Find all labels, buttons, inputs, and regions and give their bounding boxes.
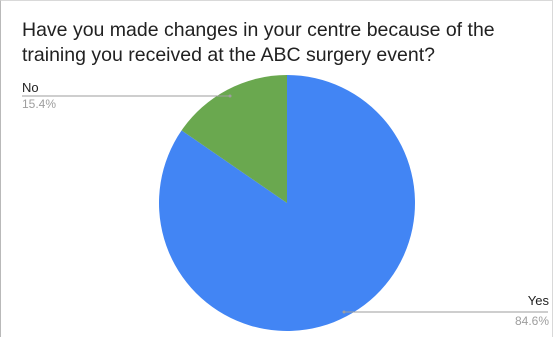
leader-dot-yes bbox=[342, 310, 346, 314]
slice-percent-yes: 84.6% bbox=[515, 314, 549, 328]
chart-title: Have you made changes in your centre bec… bbox=[22, 19, 495, 66]
leader-dot-no bbox=[228, 94, 232, 98]
slice-label-yes: Yes bbox=[528, 293, 550, 308]
slice-percent-no: 15.4% bbox=[22, 97, 56, 111]
pie-slice-no bbox=[181, 75, 287, 203]
slice-label-no: No bbox=[22, 80, 39, 95]
